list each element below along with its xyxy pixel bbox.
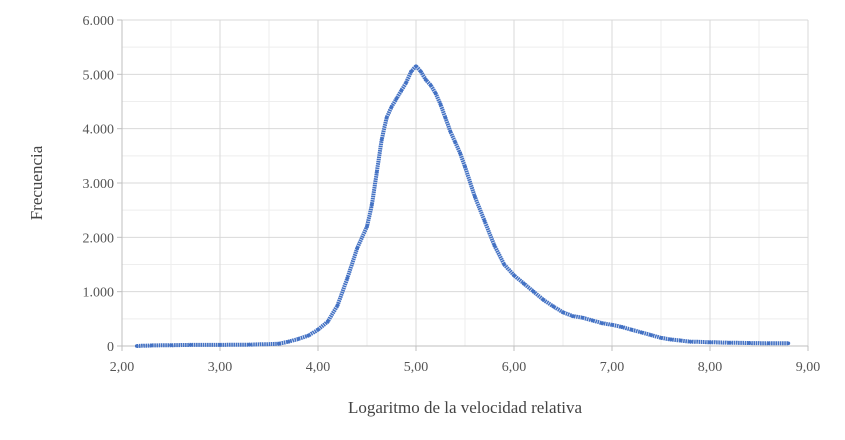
series-band — [135, 64, 790, 348]
data-point — [688, 339, 693, 344]
data-point — [277, 342, 281, 346]
data-point — [620, 325, 624, 329]
data-point — [531, 289, 536, 294]
data-point — [551, 304, 555, 309]
x-tick-label: 7,00 — [600, 360, 625, 375]
data-point — [316, 327, 320, 332]
data-point — [375, 170, 379, 174]
data-point — [580, 315, 585, 320]
data-point — [394, 96, 399, 101]
data-point — [443, 116, 448, 120]
data-point — [786, 341, 791, 346]
data-point — [639, 330, 644, 335]
data-point — [453, 140, 458, 145]
data-point — [678, 338, 683, 343]
data-point — [286, 339, 291, 344]
data-point — [708, 340, 712, 344]
data-point — [541, 298, 546, 302]
data-point — [389, 105, 394, 109]
x-tick-label: 4,00 — [306, 360, 331, 375]
data-point — [767, 341, 771, 346]
data-point — [428, 83, 433, 87]
data-point — [419, 69, 423, 74]
y-tick-label: 2.000 — [83, 231, 115, 246]
data-point — [345, 276, 350, 280]
data-point — [727, 340, 732, 345]
data-point — [169, 343, 173, 347]
x-tick-label: 5,00 — [404, 360, 429, 375]
data-point — [512, 273, 516, 278]
axes — [117, 19, 809, 351]
data-point — [355, 246, 360, 250]
data-point — [247, 342, 252, 347]
data-point — [522, 281, 526, 286]
data-point — [448, 129, 453, 134]
y-tick-label: 6.000 — [83, 14, 115, 29]
data-point — [659, 336, 663, 340]
data-point — [149, 343, 154, 348]
data-point — [747, 341, 751, 345]
data-point — [365, 224, 369, 229]
data-point — [370, 202, 374, 207]
data-point — [669, 337, 673, 342]
data-point — [306, 333, 311, 338]
y-tick-label: 0 — [107, 340, 114, 355]
data-point — [438, 102, 443, 107]
data-point — [610, 323, 614, 327]
data-point — [134, 344, 139, 348]
data-point — [335, 303, 340, 308]
data-point — [404, 80, 409, 85]
data-point — [399, 88, 404, 93]
y-tick-label: 3.000 — [83, 177, 115, 192]
data-point — [561, 310, 565, 315]
x-tick-label: 6,00 — [502, 360, 527, 375]
x-tick-label: 3,00 — [208, 360, 233, 375]
data-point — [379, 137, 384, 142]
data-point — [326, 319, 330, 324]
y-tick-labels: 0 1.000 2.000 3.000 4.000 5.000 6.000 — [83, 14, 115, 355]
data-point — [473, 194, 477, 199]
data-point — [414, 64, 418, 68]
data-point — [571, 314, 575, 318]
y-axis-title: Frecuencia — [27, 145, 46, 220]
x-tick-label: 9,00 — [796, 360, 821, 375]
x-tick-labels: 2,00 3,00 4,00 5,00 6,00 7,00 8,00 9,00 — [110, 360, 821, 375]
data-point — [384, 116, 389, 120]
data-point — [590, 318, 595, 323]
data-point — [424, 77, 428, 82]
x-tick-label: 8,00 — [698, 360, 723, 375]
data-point — [502, 262, 507, 267]
y-tick-label: 5.000 — [83, 68, 115, 83]
data-point — [433, 91, 438, 96]
data-point — [458, 151, 462, 155]
x-axis-title: Logaritmo de la velocidad relativa — [348, 398, 583, 417]
data-point — [629, 327, 634, 332]
data-point — [218, 343, 222, 347]
data-point — [600, 321, 604, 325]
data-point — [463, 164, 467, 169]
y-tick-label: 4.000 — [83, 123, 115, 138]
data-point — [492, 243, 497, 248]
y-tick-label: 1.000 — [83, 286, 115, 301]
x-tick-label: 2,00 — [110, 360, 135, 375]
data-point — [649, 333, 653, 337]
data-point — [409, 69, 413, 74]
data-point — [296, 337, 301, 341]
data-point — [188, 343, 193, 347]
series-layer — [134, 64, 791, 348]
data-point — [482, 219, 487, 223]
